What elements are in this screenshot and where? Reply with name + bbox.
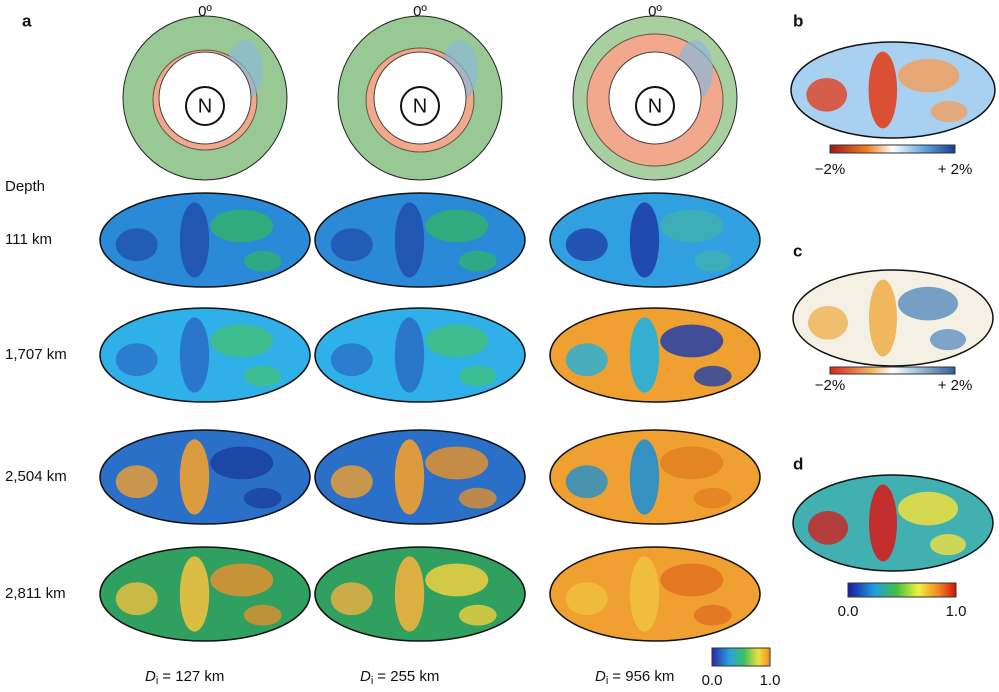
map-feature — [566, 228, 608, 261]
map-feature — [630, 439, 659, 514]
map-feature — [694, 488, 732, 509]
map-feature — [630, 317, 659, 392]
map-feature — [459, 488, 497, 509]
panel-label: b — [793, 11, 803, 30]
map-feature — [630, 556, 659, 631]
colorbar-min: −2% — [815, 377, 845, 394]
map-feature — [395, 202, 424, 277]
colorbar — [712, 648, 770, 666]
subscript: i — [371, 675, 373, 687]
colorbar-max: 1.0 — [760, 672, 781, 689]
map-feature — [116, 582, 158, 615]
map-feature — [210, 324, 273, 357]
depth-label: 2,504 km — [5, 468, 67, 485]
map-feature — [566, 582, 608, 615]
map-feature — [459, 251, 497, 272]
map-feature — [660, 209, 723, 242]
map-feature — [806, 78, 847, 112]
value-text: = 255 km — [377, 668, 439, 685]
value-text: = 127 km — [162, 668, 224, 685]
map-feature — [244, 366, 282, 387]
colorbar — [848, 583, 956, 597]
map-feature — [566, 465, 608, 498]
map-feature — [660, 324, 723, 357]
pole-label: N — [198, 95, 212, 117]
map-feature — [331, 343, 373, 376]
map-feature — [116, 228, 158, 261]
column-label: Di = 255 km — [360, 668, 439, 687]
depth-label: 2,811 km — [5, 585, 66, 602]
panel-label: a — [22, 11, 32, 30]
map-feature — [210, 209, 273, 242]
colorbar-min: −2% — [815, 161, 845, 178]
map-feature — [808, 306, 848, 340]
colorbar-max: + 2% — [938, 161, 973, 178]
subscript: i — [606, 675, 608, 687]
figure: a b c d Depth 0ºN0ºN0ºN111 km1,707 km2,5… — [0, 0, 999, 692]
map-feature — [244, 605, 282, 626]
map-feature — [425, 324, 488, 357]
map-feature — [395, 556, 424, 631]
map-feature — [395, 317, 424, 392]
panel-label: d — [793, 454, 803, 473]
depth-heading: Depth — [5, 178, 45, 195]
map-feature — [660, 446, 723, 479]
map-feature — [244, 251, 282, 272]
map-feature — [694, 251, 732, 272]
colorbar — [830, 367, 955, 374]
map-feature — [694, 366, 732, 387]
colorbar — [830, 145, 955, 153]
map-feature — [808, 511, 848, 545]
map-feature — [116, 343, 158, 376]
map-feature — [898, 59, 959, 93]
map-feature — [930, 534, 966, 555]
symbol: D — [360, 668, 371, 685]
map-feature — [898, 492, 958, 526]
pole-label: N — [648, 95, 662, 117]
map-feature — [425, 563, 488, 596]
map-feature — [180, 556, 209, 631]
colorbar-min: 0.0 — [702, 672, 723, 689]
symbol: D — [595, 668, 606, 685]
subscript: i — [156, 675, 158, 687]
column-label: Di = 956 km — [595, 668, 674, 687]
map-feature — [425, 209, 488, 242]
symbol: D — [145, 668, 156, 685]
map-feature — [869, 280, 897, 357]
map-feature — [116, 465, 158, 498]
map-feature — [898, 287, 958, 321]
colorbar-min: 0.0 — [838, 603, 859, 620]
map-feature — [180, 439, 209, 514]
map-feature — [180, 202, 209, 277]
map-feature — [459, 605, 497, 626]
value-text: = 956 km — [612, 668, 674, 685]
panel-label: c — [793, 241, 802, 260]
map-feature — [244, 488, 282, 509]
map-feature — [660, 563, 723, 596]
pole-label: N — [413, 95, 427, 117]
map-feature — [180, 317, 209, 392]
map-feature — [331, 228, 373, 261]
map-feature — [331, 465, 373, 498]
map-feature — [694, 605, 732, 626]
depth-label: 111 km — [5, 231, 52, 248]
colorbar-max: + 2% — [938, 377, 973, 394]
map-feature — [210, 563, 273, 596]
map-feature — [395, 439, 424, 514]
map-feature — [331, 582, 373, 615]
map-feature — [630, 202, 659, 277]
map-feature — [869, 485, 897, 562]
column-label: Di = 127 km — [145, 668, 224, 687]
map-feature — [869, 52, 898, 129]
map-feature — [425, 446, 488, 479]
map-feature — [210, 446, 273, 479]
map-feature — [931, 101, 968, 122]
map-feature — [930, 329, 966, 350]
colorbar-max: 1.0 — [946, 603, 967, 620]
depth-label: 1,707 km — [5, 346, 67, 363]
map-feature — [566, 343, 608, 376]
map-feature — [459, 366, 497, 387]
